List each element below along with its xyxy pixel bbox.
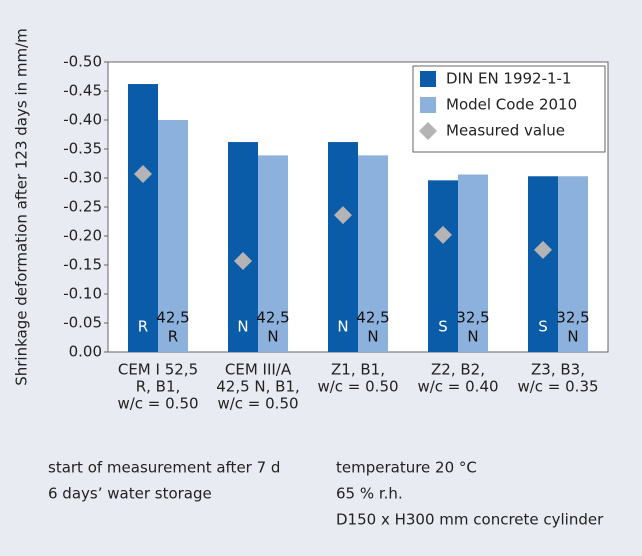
bar-label: R (168, 328, 178, 346)
bar (358, 155, 388, 352)
y-tick-label: -0.50 (63, 53, 102, 71)
bar-label: S (538, 318, 548, 336)
marker (419, 122, 437, 140)
legend-label: DIN EN 1992-1-1 (446, 70, 572, 88)
note: 65 % r.h. (336, 485, 403, 503)
marker (534, 240, 552, 259)
bar-label: N (237, 318, 248, 336)
y-tick-label: -0.30 (63, 169, 102, 187)
bar (328, 142, 358, 352)
y-tick-label: -0.15 (63, 256, 102, 274)
bar (128, 84, 158, 352)
y-tick-label: -0.40 (63, 111, 102, 129)
bar (258, 155, 288, 352)
x-tick-label: R, B1, (136, 378, 181, 396)
y-tick-label: 0.00 (69, 343, 102, 361)
note: start of measurement after 7 d (48, 459, 280, 477)
legend-label: Model Code 2010 (446, 96, 577, 114)
x-tick-label: Z1, B1, (331, 361, 385, 379)
bar-label: N (337, 318, 348, 336)
marker (434, 225, 452, 244)
note: temperature 20 °C (336, 459, 477, 477)
bar-label: N (367, 328, 378, 346)
bar (458, 174, 488, 352)
bar-label: R (138, 318, 148, 336)
bar-label: N (567, 328, 578, 346)
bar (558, 176, 588, 352)
legend-box (412, 65, 606, 153)
bar-label: 32,5 (456, 309, 489, 327)
bar (528, 176, 558, 352)
x-tick-label: w/c = 0.40 (417, 378, 498, 396)
bar-label: N (267, 328, 278, 346)
x-tick-label: Z3, B3, (531, 361, 585, 379)
y-tick-label: -0.10 (63, 285, 102, 303)
x-tick-label: w/c = 0.50 (317, 378, 398, 396)
legend-swatch (420, 71, 436, 87)
bar (428, 180, 458, 352)
y-tick-label: -0.05 (63, 314, 102, 332)
y-axis-label: Shrinkage deformation after 123 days in … (13, 28, 31, 386)
legend-label: Measured value (446, 122, 565, 140)
bar-label: 42,5 (356, 309, 389, 327)
legend-swatch (420, 97, 436, 113)
x-tick-label: CEM III/A (225, 361, 292, 379)
bar (228, 142, 258, 352)
marker (134, 164, 152, 183)
bar-label: 42,5 (256, 309, 289, 327)
bar-label: 32,5 (556, 309, 589, 327)
y-tick-label: -0.25 (63, 198, 102, 216)
note: 6 days’ water storage (48, 485, 212, 503)
x-tick-label: Z2, B2, (431, 361, 485, 379)
x-tick-label: w/c = 0.50 (117, 395, 198, 413)
bar (158, 120, 188, 352)
bar-label: N (467, 328, 478, 346)
y-tick-label: -0.35 (63, 140, 102, 158)
note: D150 x H300 mm concrete cylinder (336, 511, 604, 529)
y-tick-label: -0.45 (63, 82, 102, 100)
x-tick-label: w/c = 0.35 (517, 378, 598, 396)
x-tick-label: w/c = 0.50 (217, 395, 298, 413)
bar-label: S (438, 318, 448, 336)
marker (234, 251, 252, 270)
x-tick-label: CEM I 52,5 (118, 361, 198, 379)
marker (334, 206, 352, 225)
y-tick-label: -0.20 (63, 227, 102, 245)
bar-label: 42,5 (156, 309, 189, 327)
x-tick-label: 42,5 N, B1, (216, 378, 300, 396)
